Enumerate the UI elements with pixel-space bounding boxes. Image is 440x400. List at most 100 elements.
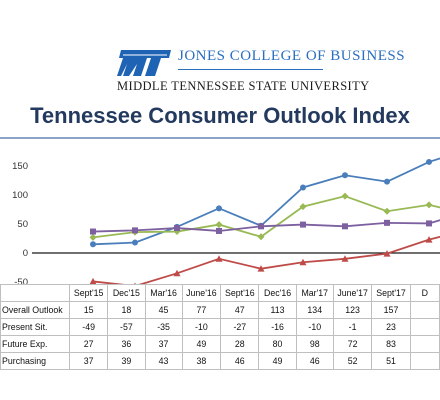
data-point-purchasing	[258, 223, 264, 230]
table-column-header: June'16	[181, 284, 222, 302]
table-cell: 52	[332, 352, 373, 370]
table-cell: 37	[69, 352, 109, 370]
data-point-purchasing	[90, 228, 96, 235]
table-cell: 38	[181, 352, 222, 370]
table-column-header: Sept'15	[69, 284, 109, 302]
table-cell: -35	[144, 318, 183, 336]
y-tick-label: 50	[17, 219, 28, 230]
table-cell: 51	[371, 352, 411, 370]
table-cell: 15	[69, 301, 109, 319]
series-line-present-sit	[92, 235, 440, 285]
college-name: JONES COLLEGE OF BUSINESS	[178, 48, 406, 64]
data-point-purchasing	[426, 220, 432, 227]
table-cell: 77	[181, 301, 222, 319]
table-cell	[409, 318, 440, 336]
table-cell: -49	[69, 318, 109, 336]
data-point-future-exp	[341, 192, 349, 200]
data-point-present-sit	[173, 269, 181, 277]
table-row-label: Future Exp.	[0, 335, 71, 353]
table-cell: 36	[107, 335, 146, 353]
table-column-header: D	[409, 284, 440, 302]
table-cell: 46	[220, 352, 260, 370]
data-point-present-sit	[89, 277, 97, 285]
y-tick-label: 100	[12, 190, 28, 201]
table-cell: 39	[107, 352, 146, 370]
data-point-overall-outlook	[90, 241, 96, 248]
table-cell: 23	[371, 318, 411, 336]
table-cell: -10	[295, 318, 334, 336]
table-column-header: Sept'16	[220, 284, 260, 302]
table-row: Future Exp. 27 36 37 49 28 80 98 72 83	[0, 335, 440, 353]
university-name: MIDDLE TENNESSEE STATE UNIVERSITY	[117, 79, 370, 93]
table-cell: 45	[144, 301, 183, 319]
data-point-purchasing	[384, 219, 390, 226]
table-cell	[409, 352, 440, 370]
table-corner-cell	[0, 284, 71, 302]
college-divider	[178, 69, 323, 70]
data-point-future-exp	[425, 201, 433, 209]
data-point-present-sit	[425, 236, 433, 243]
table-cell	[409, 301, 440, 319]
table-row: Purchasing 37 39 43 38 46 49 46 52 51	[0, 352, 440, 370]
data-point-purchasing	[300, 221, 306, 228]
data-point-overall-outlook	[342, 172, 348, 179]
table-cell: -27	[220, 318, 260, 336]
table-cell: 98	[295, 335, 334, 353]
table-column-header: June'17	[332, 284, 373, 302]
chart-title: Tennessee Consumer Outlook Index	[30, 103, 410, 128]
table-row: Present Sit. -49 -57 -35 -10 -27 -16 -10 -1 23	[0, 318, 440, 336]
table-cell: 80	[258, 335, 297, 353]
table-cell: 72	[332, 335, 373, 353]
series-line-future-exp	[92, 195, 440, 239]
data-point-overall-outlook	[300, 184, 306, 191]
table-header-row: Sept'15 Dec'15 Mar'16 June'16 Sept'16 Dec'16 M…	[0, 284, 440, 302]
table-cell: 47	[220, 301, 260, 319]
title-divider	[0, 137, 440, 139]
table-column-header: Mar'17	[295, 284, 334, 302]
data-point-future-exp	[89, 233, 97, 241]
table-cell: 113	[258, 301, 297, 319]
data-table: Sept'15 Dec'15 Mar'16 June'16 Sept'16 Dec'16 M…	[0, 284, 440, 370]
table-row-label: Present Sit.	[0, 318, 71, 336]
data-point-present-sit	[215, 255, 223, 262]
table-row-label: Overall Outlook	[0, 301, 71, 319]
table-cell: -10	[181, 318, 222, 336]
table-cell: -57	[107, 318, 146, 336]
table-cell: 43	[144, 352, 183, 370]
data-point-present-sit	[257, 265, 265, 272]
header: JONES COLLEGE OF BUSINESS MIDDLE TENNESS…	[0, 0, 440, 105]
table-cell: 37	[144, 335, 183, 353]
table-cell	[409, 335, 440, 353]
data-point-overall-outlook	[426, 158, 432, 165]
table-cell: 28	[220, 335, 260, 353]
data-point-overall-outlook	[132, 239, 138, 246]
y-tick-label: 0	[23, 248, 28, 259]
data-point-purchasing	[132, 227, 138, 234]
data-point-overall-outlook	[216, 205, 222, 212]
data-point-purchasing	[216, 227, 222, 234]
mt-logo-icon	[117, 50, 171, 76]
data-point-future-exp	[383, 207, 391, 215]
table-column-header: Mar'16	[144, 284, 183, 302]
data-point-future-exp	[257, 233, 265, 241]
data-point-present-sit	[341, 255, 349, 262]
data-point-present-sit	[383, 250, 391, 257]
table-cell: 134	[295, 301, 334, 319]
data-point-overall-outlook	[384, 178, 390, 185]
table-cell: 83	[371, 335, 411, 353]
y-tick-label: 150	[12, 161, 28, 172]
table-column-header: Dec'15	[107, 284, 146, 302]
table-row-label: Purchasing	[0, 352, 71, 370]
data-point-future-exp	[215, 221, 223, 229]
table-row: Overall Outlook 15 18 45 77 47 113 134 123 157	[0, 301, 440, 319]
data-point-present-sit	[299, 258, 307, 266]
data-point-purchasing	[342, 223, 348, 230]
table-cell: 49	[181, 335, 222, 353]
table-cell: 49	[258, 352, 297, 370]
y-tick-label: -50	[14, 277, 28, 285]
series-line-overall-outlook	[92, 157, 440, 246]
table-cell: 18	[107, 301, 146, 319]
table-cell: -16	[258, 318, 297, 336]
data-point-purchasing	[174, 225, 180, 232]
